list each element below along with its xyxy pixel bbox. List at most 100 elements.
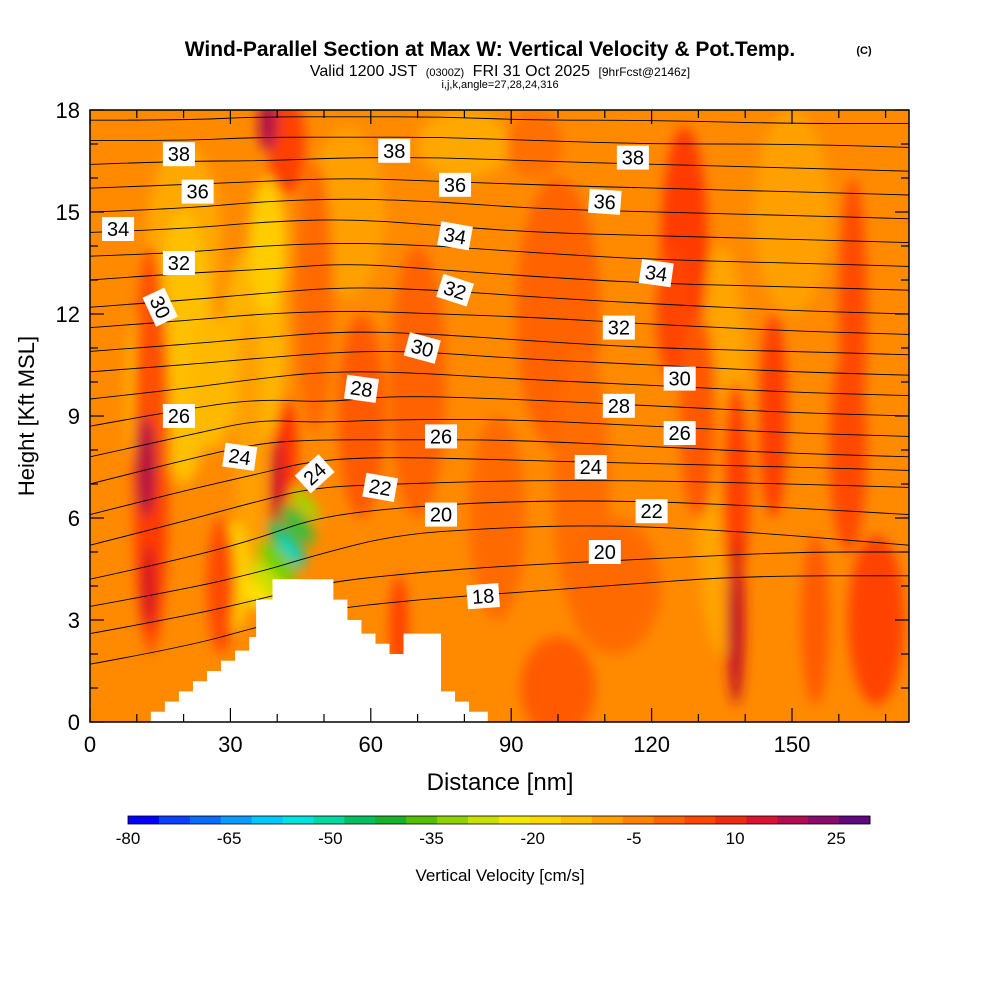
contour-label-text: 20 xyxy=(594,542,616,564)
contour-label-text: 18 xyxy=(471,585,495,608)
velocity-region xyxy=(417,110,512,178)
colorbar-swatch xyxy=(251,816,284,824)
contour-label-box xyxy=(162,251,195,275)
contour-label-box xyxy=(635,499,668,524)
theta-contour xyxy=(90,198,909,220)
contour-label: 28 xyxy=(602,393,635,418)
colorbar-tick-label: -80 xyxy=(116,829,141,848)
velocity-region xyxy=(567,518,661,654)
colorbar-tick-label: -50 xyxy=(318,829,343,848)
colorbar-label: Vertical Velocity [cm/s] xyxy=(415,866,584,885)
contour-label-text: 26 xyxy=(168,406,190,428)
colorbar-tick-label: -65 xyxy=(217,829,242,848)
colorbar-swatch xyxy=(128,816,160,824)
plot-area xyxy=(90,110,909,722)
contour-label: 24 xyxy=(222,442,258,471)
contour-label: 34 xyxy=(102,217,135,241)
copyright-mark: (C) xyxy=(856,45,872,57)
contour-label-box xyxy=(362,472,399,502)
contour-label-text: 34 xyxy=(644,262,669,287)
contour-label-box xyxy=(425,424,457,449)
colorbar-swatch xyxy=(777,816,809,824)
theta-contour xyxy=(90,457,909,516)
y-tick-label: 9 xyxy=(68,404,80,429)
colorbar-swatch xyxy=(715,816,747,824)
chart-subtitle: Valid 1200 JST (0300Z) FRI 31 Oct 2025 [… xyxy=(310,63,690,80)
velocity-region xyxy=(679,314,718,518)
colorbar-swatch xyxy=(406,816,438,824)
velocity-region xyxy=(731,569,741,705)
colorbar-swatch xyxy=(344,816,376,824)
contour-label: 32 xyxy=(602,315,635,340)
contour-label: 20 xyxy=(425,502,457,527)
contour-label-box xyxy=(574,455,607,479)
colorbar-frame xyxy=(127,815,871,825)
contour-label-box xyxy=(181,179,214,204)
theta-contour xyxy=(90,311,909,335)
contour-label-text: 28 xyxy=(608,396,630,418)
colorbar-swatch xyxy=(591,816,624,824)
contour-label: 22 xyxy=(362,472,399,502)
contour-label: 22 xyxy=(635,499,668,524)
contour-label-box xyxy=(403,332,441,364)
colorbar-swatch xyxy=(499,816,531,824)
colorbar-swatch xyxy=(529,816,562,824)
contour-label-box xyxy=(602,315,635,340)
theta-contour xyxy=(90,350,909,376)
theta-contour xyxy=(90,157,909,172)
contour-label-text: 34 xyxy=(107,219,129,241)
theta-contour xyxy=(90,396,909,427)
contour-label-text: 28 xyxy=(349,377,374,402)
y-tick-label: 3 xyxy=(68,608,80,633)
contour-label-box xyxy=(588,540,621,564)
contour-label-box xyxy=(437,221,473,251)
theta-contour xyxy=(90,525,909,607)
theta-contour xyxy=(90,551,909,635)
x-tick-label: 30 xyxy=(218,732,242,757)
theta-contour xyxy=(90,264,909,291)
theta-contour xyxy=(90,136,909,148)
x-tick-label: 90 xyxy=(499,732,523,757)
contour-label-box xyxy=(466,583,500,610)
theta-contour xyxy=(90,575,909,665)
downdraft-region xyxy=(258,540,297,585)
colorbar-tick-label: 25 xyxy=(827,829,846,848)
x-tick-label: 150 xyxy=(774,732,811,757)
y-tick-label: 12 xyxy=(56,302,80,327)
colorbar-swatch xyxy=(622,816,655,824)
colorbar-swatch xyxy=(746,816,778,824)
colorbar-tick-label: 10 xyxy=(726,829,745,848)
velocity-region xyxy=(759,314,788,518)
velocity-region xyxy=(141,545,156,627)
contour-label-text: 32 xyxy=(168,253,190,275)
contour-label: 34 xyxy=(638,259,674,288)
contour-label-text: 24 xyxy=(227,445,252,470)
colorbar-swatch xyxy=(158,816,191,824)
colorbar-swatch xyxy=(313,816,345,824)
contour-label-box xyxy=(638,259,674,288)
contour-label-text: 30 xyxy=(669,369,691,391)
colorbar-swatch xyxy=(468,816,500,824)
velocity-region xyxy=(267,110,306,195)
velocity-region xyxy=(829,348,867,552)
colorbar-swatch xyxy=(189,816,222,824)
contour-label-text: 32 xyxy=(608,318,630,340)
velocity-region xyxy=(389,246,446,518)
velocity-region xyxy=(469,416,526,620)
grid-indices: i,j,k,angle=27,28,24,316 xyxy=(441,79,558,91)
contour-label: 38 xyxy=(378,138,411,163)
velocity-region xyxy=(754,110,830,314)
contour-label-box xyxy=(439,172,472,197)
colorbar: -80 -65 -50 -35 -20 -5 10 25 xyxy=(116,815,871,848)
contour-label-box xyxy=(162,142,195,167)
contour-label-text: 22 xyxy=(367,476,393,502)
velocity-region xyxy=(801,535,830,705)
contour-label: 38 xyxy=(616,145,649,170)
colorbar-swatch xyxy=(684,816,716,824)
contour-label-text: 36 xyxy=(444,175,466,197)
contour-label-box xyxy=(294,454,335,494)
contour-label-box xyxy=(663,421,696,445)
terrain xyxy=(90,579,909,722)
colorbar-swatch xyxy=(653,816,685,824)
